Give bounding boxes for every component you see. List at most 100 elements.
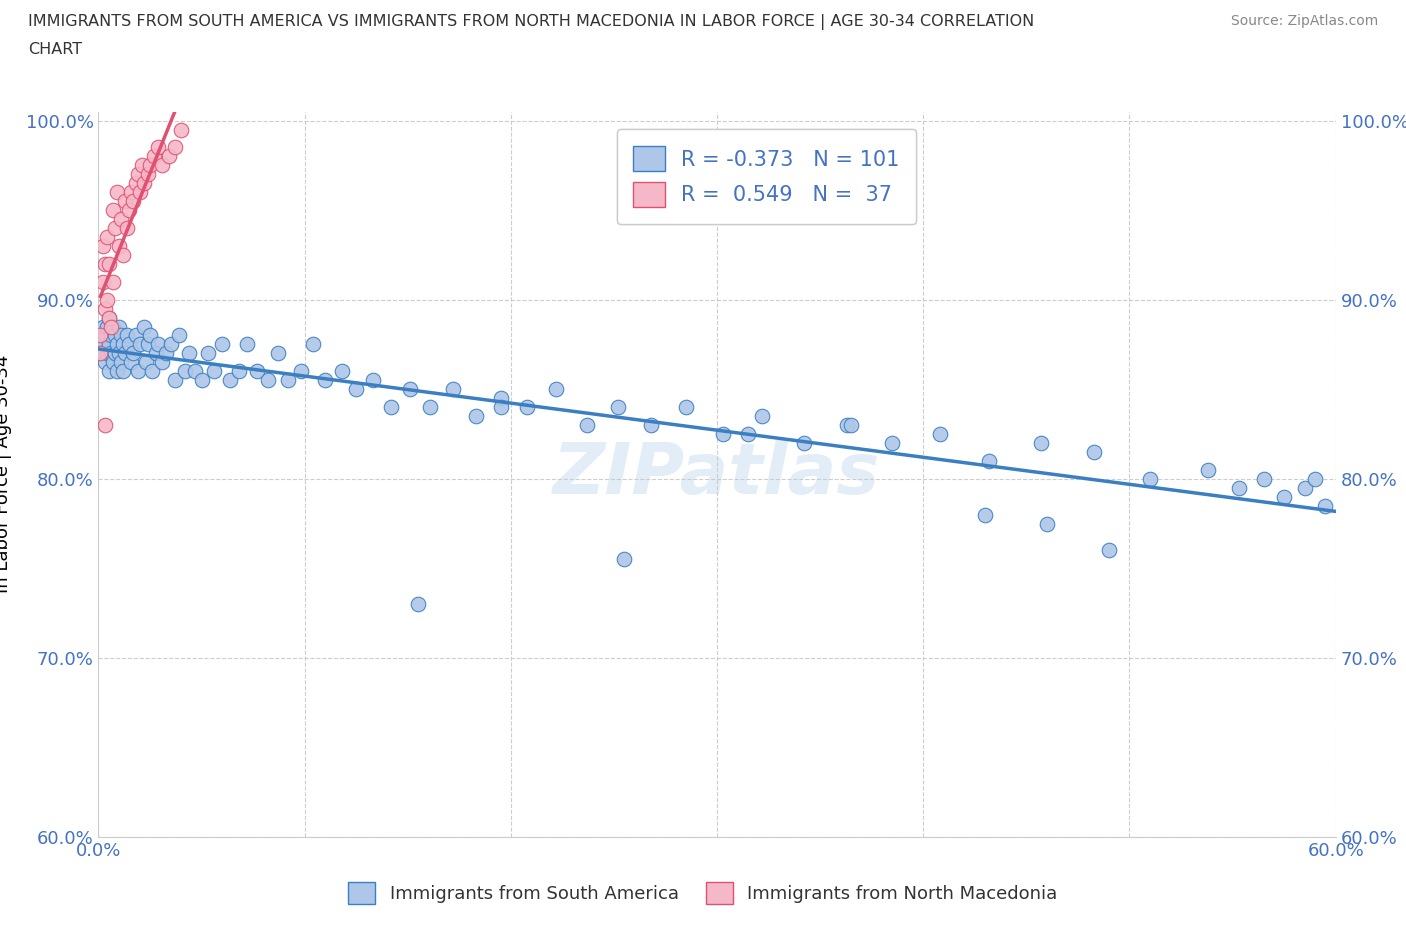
Point xyxy=(159,337,181,352)
Point xyxy=(711,427,734,442)
Point xyxy=(613,551,636,566)
Point xyxy=(516,400,538,415)
Text: CHART: CHART xyxy=(28,42,82,57)
Point xyxy=(108,238,131,253)
Point xyxy=(93,257,115,272)
Point xyxy=(406,597,429,612)
Point xyxy=(97,310,120,325)
Point xyxy=(110,328,132,343)
Point xyxy=(1036,516,1059,531)
Point xyxy=(236,337,259,352)
Point xyxy=(112,337,135,352)
Point xyxy=(93,328,115,343)
Point xyxy=(344,382,367,397)
Point xyxy=(97,257,120,272)
Point xyxy=(163,373,186,388)
Point xyxy=(398,382,420,397)
Point xyxy=(139,158,162,173)
Point xyxy=(302,337,325,352)
Point xyxy=(104,328,127,343)
Point xyxy=(105,364,128,379)
Point xyxy=(202,364,225,379)
Point xyxy=(131,158,153,173)
Point xyxy=(114,193,136,208)
Point xyxy=(1098,543,1121,558)
Point xyxy=(89,346,111,361)
Point xyxy=(117,328,139,343)
Point xyxy=(1197,462,1219,477)
Point xyxy=(314,373,336,388)
Point xyxy=(112,364,135,379)
Point xyxy=(120,185,142,200)
Legend: Immigrants from South America, Immigrants from North Macedonia: Immigrants from South America, Immigrant… xyxy=(342,875,1064,911)
Point xyxy=(150,355,173,370)
Point xyxy=(110,212,132,227)
Point xyxy=(122,346,145,361)
Point xyxy=(751,408,773,423)
Point xyxy=(380,400,402,415)
Point xyxy=(97,310,120,325)
Point xyxy=(1083,445,1105,459)
Point xyxy=(1294,480,1316,495)
Point xyxy=(179,346,201,361)
Point xyxy=(117,220,139,235)
Point xyxy=(112,247,135,262)
Point xyxy=(489,391,512,405)
Point xyxy=(132,176,155,191)
Point xyxy=(143,149,166,164)
Point xyxy=(839,418,862,432)
Point xyxy=(167,328,190,343)
Point xyxy=(737,427,759,442)
Text: Source: ZipAtlas.com: Source: ZipAtlas.com xyxy=(1230,14,1378,28)
Point xyxy=(184,364,207,379)
Point xyxy=(101,274,124,289)
Point xyxy=(105,337,128,352)
Point xyxy=(277,373,299,388)
Point xyxy=(148,337,170,352)
Point xyxy=(91,346,114,361)
Point xyxy=(93,301,115,316)
Point xyxy=(101,203,124,218)
Point xyxy=(100,328,122,343)
Point xyxy=(89,328,111,343)
Point xyxy=(928,427,950,442)
Point xyxy=(150,158,173,173)
Point xyxy=(1303,472,1326,486)
Point xyxy=(640,418,662,432)
Text: IMMIGRANTS FROM SOUTH AMERICA VS IMMIGRANTS FROM NORTH MACEDONIA IN LABOR FORCE : IMMIGRANTS FROM SOUTH AMERICA VS IMMIGRA… xyxy=(28,14,1035,30)
Point xyxy=(124,176,146,191)
Point xyxy=(1253,472,1275,486)
Point xyxy=(148,140,170,155)
Point xyxy=(105,185,128,200)
Text: ZIPatlas: ZIPatlas xyxy=(554,440,880,509)
Point xyxy=(330,364,353,379)
Point xyxy=(246,364,269,379)
Point xyxy=(110,355,132,370)
Point xyxy=(127,364,149,379)
Point xyxy=(96,319,118,334)
Point xyxy=(675,400,697,415)
Point xyxy=(141,364,163,379)
Legend: R = -0.373   N = 101, R =  0.549   N =  37: R = -0.373 N = 101, R = 0.549 N = 37 xyxy=(617,129,917,224)
Point xyxy=(100,346,122,361)
Point xyxy=(108,319,131,334)
Point xyxy=(1315,498,1337,513)
Point xyxy=(127,166,149,181)
Y-axis label: In Labor Force | Age 30-34: In Labor Force | Age 30-34 xyxy=(0,355,11,593)
Point xyxy=(104,346,127,361)
Point xyxy=(96,346,118,361)
Point xyxy=(101,319,124,334)
Point xyxy=(228,364,250,379)
Point xyxy=(93,355,115,370)
Point xyxy=(419,400,441,415)
Point xyxy=(361,373,384,388)
Point xyxy=(1029,435,1052,450)
Point xyxy=(190,373,212,388)
Point xyxy=(104,220,127,235)
Point xyxy=(100,319,122,334)
Point xyxy=(211,337,233,352)
Point xyxy=(219,373,242,388)
Point xyxy=(607,400,630,415)
Point xyxy=(882,435,904,450)
Point xyxy=(108,346,131,361)
